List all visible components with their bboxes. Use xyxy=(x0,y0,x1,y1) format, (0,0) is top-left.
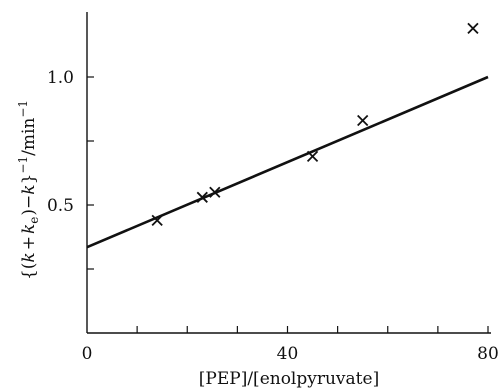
data-points xyxy=(151,22,479,226)
tick-labels: 0 40 80 0.5 1.0 xyxy=(47,68,499,364)
y-tick-label-1: 1.0 xyxy=(47,68,74,88)
data-point-4 xyxy=(357,114,369,127)
fit-line xyxy=(86,75,489,249)
tick-marks xyxy=(87,76,489,333)
fit-line-group xyxy=(86,75,489,249)
data-point-3 xyxy=(306,150,319,162)
x-tick-label-1: 40 xyxy=(277,344,299,364)
x-axis-label: [PEP]/[enolpyruvate] xyxy=(199,369,379,389)
chart-axes xyxy=(86,12,491,334)
y-tick-label-0: 0.5 xyxy=(47,196,74,216)
data-point-1 xyxy=(196,191,208,203)
data-point-5 xyxy=(467,22,479,34)
y-axis-label: {(k+ke)−k}−1/min−1 xyxy=(16,100,41,280)
data-point-2 xyxy=(209,186,221,198)
data-point-0 xyxy=(151,214,163,226)
x-tick-label-2: 80 xyxy=(477,344,499,364)
x-tick-label-0: 0 xyxy=(82,344,93,364)
